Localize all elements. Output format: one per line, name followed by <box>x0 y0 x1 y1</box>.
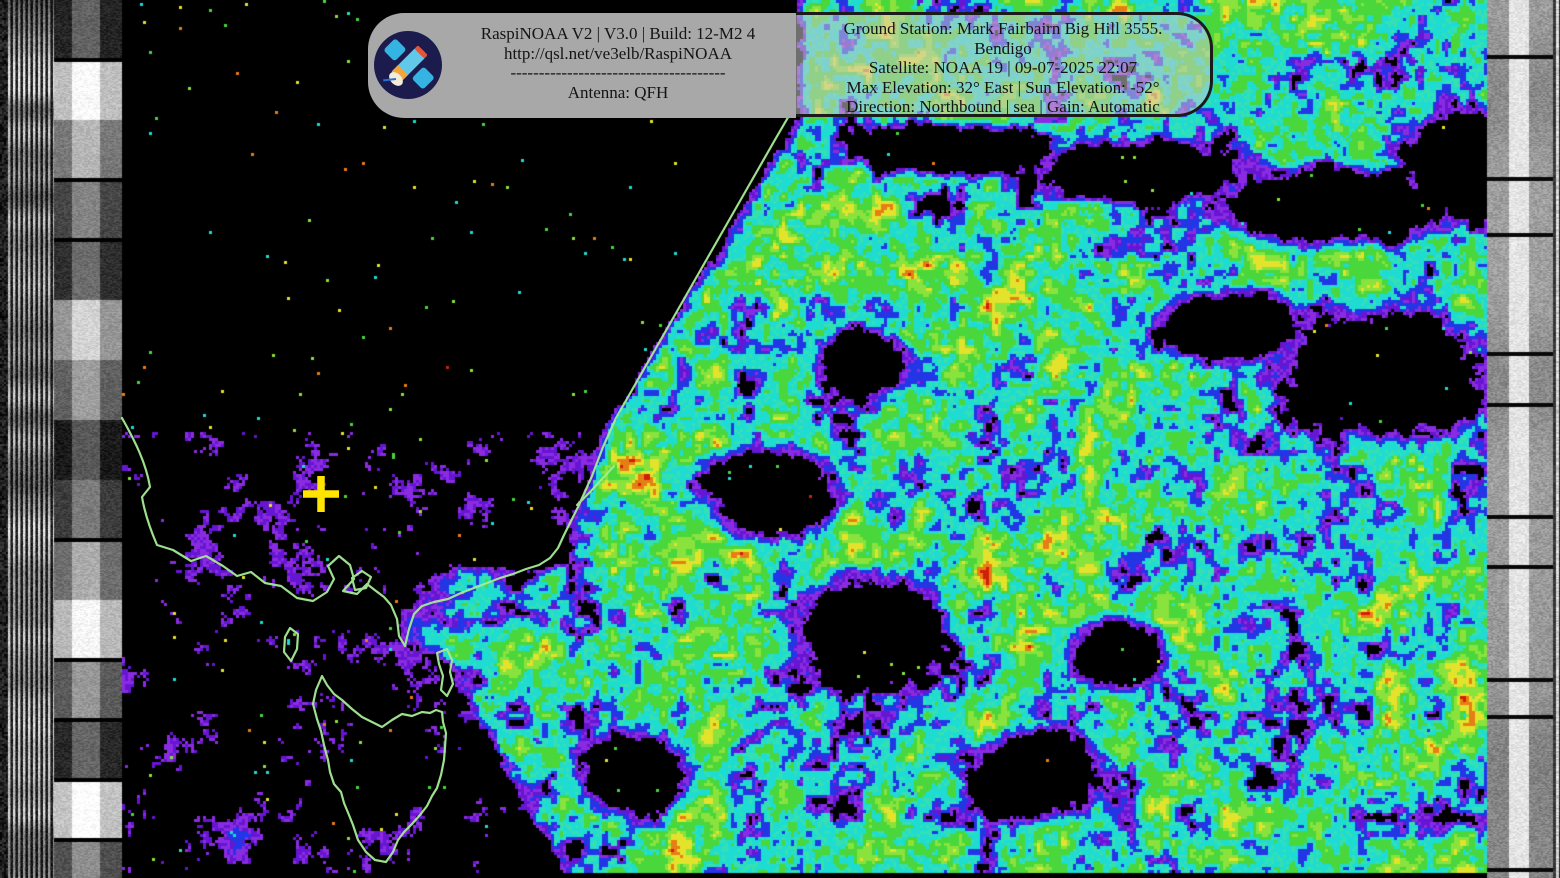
satellite-line: Satellite: NOAA 19 | 09-07-2025 22:07 <box>868 58 1138 77</box>
ground-station-line2: Bendigo <box>974 38 1032 58</box>
antenna-line: Antenna: QFH <box>567 82 669 102</box>
direction-line: Direction: Northbound | sea | Gain: Auto… <box>846 97 1160 116</box>
ground-station-line: Ground Station: Mark Fairbairn Big Hill … <box>843 19 1163 38</box>
elevation-line: Max Elevation: 32° East | Sun Elevation:… <box>846 77 1160 97</box>
app-info-box: RaspiNOAA V2 | V3.0 | Build: 12-M2 4 htt… <box>368 13 796 118</box>
app-url-line: http://qsl.net/ve3elb/RaspiNOAA <box>503 43 733 63</box>
raspinoaa-satellite-logo-icon <box>374 31 442 99</box>
divider-line: -------------------------------------- <box>510 63 726 82</box>
pass-info-box: Ground Station: Mark Fairbairn Big Hill … <box>796 12 1213 117</box>
app-title-line: RaspiNOAA V2 | V3.0 | Build: 12-M2 4 <box>480 24 756 43</box>
